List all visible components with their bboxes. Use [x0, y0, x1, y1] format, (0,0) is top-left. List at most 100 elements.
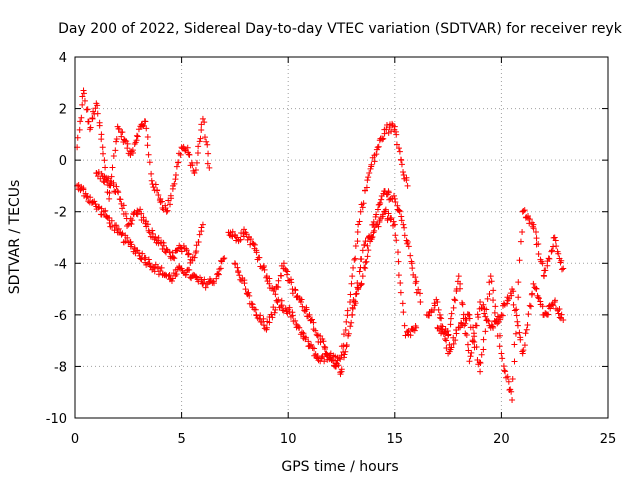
data-point-marker [379, 213, 386, 220]
data-point-marker [170, 270, 177, 277]
data-point-marker [349, 273, 356, 280]
data-point-marker [236, 272, 243, 279]
data-point-marker [282, 305, 289, 312]
data-point-marker [226, 232, 233, 239]
data-point-marker [349, 305, 356, 312]
data-point-marker [171, 255, 178, 262]
data-point-marker [415, 286, 422, 293]
data-point-marker [395, 272, 402, 279]
data-point-marker [241, 226, 248, 233]
data-point-marker [139, 250, 146, 257]
data-point-marker [338, 366, 345, 373]
data-point-marker [478, 351, 485, 358]
data-point-marker [448, 310, 455, 317]
data-point-marker [124, 222, 131, 229]
data-point-marker [348, 280, 355, 287]
data-point-marker [412, 322, 419, 329]
data-point-marker [260, 262, 267, 269]
data-point-marker [390, 192, 397, 199]
data-point-marker [234, 264, 241, 271]
data-point-marker [467, 353, 474, 360]
data-point-marker [447, 321, 454, 328]
data-point-marker [101, 173, 108, 180]
data-point-marker [345, 330, 352, 337]
data-point-marker [244, 236, 251, 243]
data-point-marker [206, 164, 213, 171]
data-point-marker [77, 118, 84, 125]
data-point-marker [116, 125, 123, 132]
data-point-marker [204, 141, 211, 148]
data-point-marker [447, 315, 454, 322]
data-point-marker [74, 134, 81, 141]
data-point-marker [145, 151, 152, 158]
data-point-marker [148, 177, 155, 184]
data-point-marker [102, 164, 109, 171]
data-point-marker [374, 206, 381, 213]
data-point-marker [313, 331, 320, 338]
data-point-marker [510, 288, 517, 295]
data-point-marker [245, 289, 252, 296]
data-point-marker [248, 300, 255, 307]
data-point-marker [390, 218, 397, 225]
data-point-marker [461, 322, 468, 329]
data-point-marker [373, 151, 380, 158]
data-point-marker [196, 138, 203, 145]
data-point-marker [146, 159, 153, 166]
data-point-marker [157, 199, 164, 206]
data-point-marker [292, 287, 299, 294]
data-point-marker [186, 266, 193, 273]
data-point-marker [155, 271, 162, 278]
data-point-marker [389, 195, 396, 202]
data-point-marker [263, 274, 270, 281]
data-point-marker [278, 262, 285, 269]
data-point-marker [395, 258, 402, 265]
data-point-marker [525, 311, 532, 318]
data-point-marker [215, 271, 222, 278]
data-point-marker [378, 196, 385, 203]
data-point-marker [502, 368, 509, 375]
data-point-marker [398, 217, 405, 224]
data-point-marker [190, 167, 197, 174]
data-point-marker [272, 291, 279, 298]
data-point-marker [194, 150, 201, 157]
data-point-marker [497, 316, 504, 323]
data-point-marker [200, 279, 207, 286]
data-point-marker [496, 343, 503, 350]
data-point-marker [498, 350, 505, 357]
data-point-marker [477, 368, 484, 375]
data-point-marker [503, 300, 510, 307]
data-point-marker [443, 337, 450, 344]
data-point-marker [352, 242, 359, 249]
data-point-marker [337, 371, 344, 378]
data-point-marker [229, 228, 236, 235]
data-point-marker [80, 186, 87, 193]
data-point-marker [91, 198, 98, 205]
data-point-marker [213, 275, 220, 282]
data-point-marker [480, 301, 487, 308]
data-point-marker [134, 133, 141, 140]
data-point-marker [347, 291, 354, 298]
data-point-marker [412, 274, 419, 281]
data-point-marker [368, 234, 375, 241]
data-point-marker [155, 234, 162, 241]
data-point-marker [514, 318, 521, 325]
axis-ticks: 0 5 10 15 20 25 -10 -8 -6 -4 -2 0 2 4 [46, 51, 617, 447]
data-point-marker [520, 208, 527, 215]
data-point-marker [154, 263, 161, 270]
data-point-marker [385, 210, 392, 217]
data-point-marker [142, 254, 149, 261]
data-point-marker [81, 97, 88, 104]
data-point-marker [526, 220, 533, 227]
data-point-marker [196, 231, 203, 238]
data-point-marker [94, 102, 101, 109]
data-point-marker [232, 233, 239, 240]
data-point-marker [488, 278, 495, 285]
data-point-marker [360, 200, 367, 207]
data-point-marker [320, 338, 327, 345]
data-point-marker [389, 122, 396, 129]
y-tick-label: 2 [59, 103, 67, 118]
data-point-marker [487, 273, 494, 280]
data-point-marker [508, 292, 515, 299]
data-point-marker [89, 115, 96, 122]
data-point-marker [553, 243, 560, 250]
